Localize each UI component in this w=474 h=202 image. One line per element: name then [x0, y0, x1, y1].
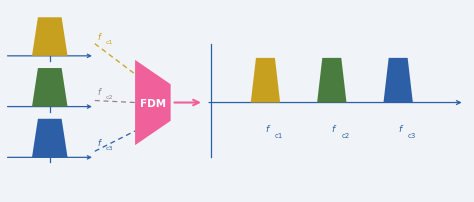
Text: FDM: FDM — [139, 98, 166, 108]
Text: c3: c3 — [106, 145, 113, 150]
Text: c2: c2 — [106, 95, 113, 99]
Polygon shape — [32, 119, 67, 158]
Text: f: f — [398, 125, 401, 134]
Text: f: f — [97, 33, 100, 42]
Text: c3: c3 — [408, 132, 416, 138]
Text: f: f — [97, 87, 100, 96]
Text: f: f — [97, 138, 100, 147]
Text: c1: c1 — [106, 40, 113, 45]
Polygon shape — [135, 61, 171, 145]
Polygon shape — [32, 69, 67, 107]
Polygon shape — [251, 59, 280, 103]
Polygon shape — [383, 59, 413, 103]
Text: c2: c2 — [341, 132, 349, 138]
Polygon shape — [317, 59, 346, 103]
Polygon shape — [32, 18, 67, 57]
Text: f: f — [332, 125, 335, 134]
Text: c1: c1 — [275, 132, 283, 138]
Text: f: f — [265, 125, 269, 134]
